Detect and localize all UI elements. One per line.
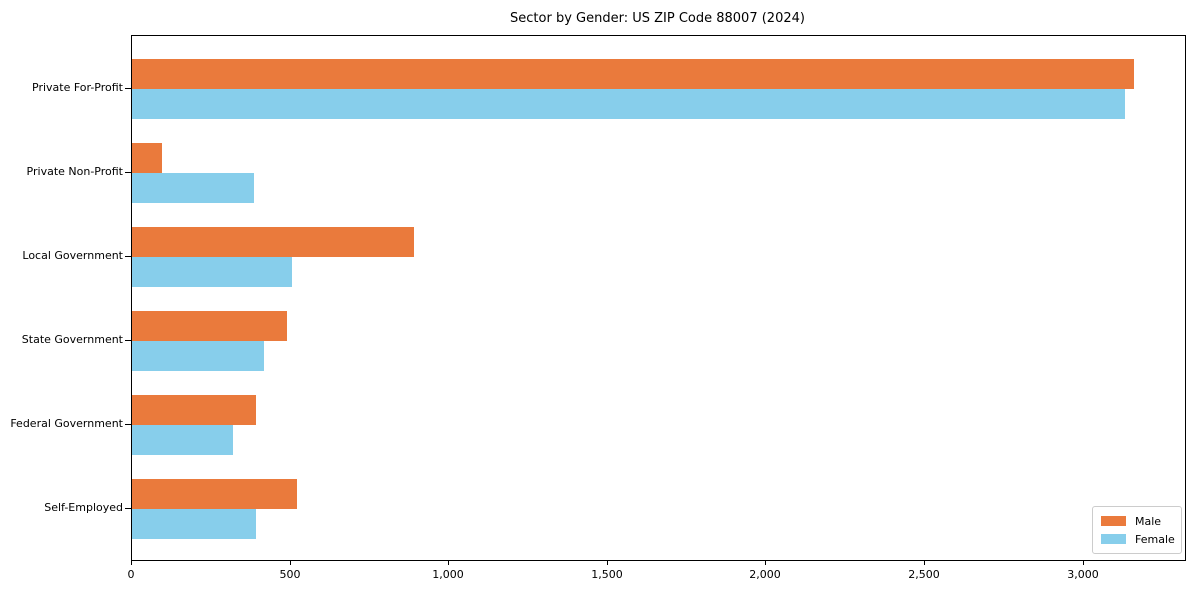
y-tick-mark — [125, 256, 131, 257]
x-axis-label-2,500: 2,500 — [908, 568, 940, 581]
y-axis-label-2: Private Non-Profit — [26, 165, 123, 178]
x-tick-mark — [131, 560, 132, 565]
bar-female-2 — [132, 173, 254, 203]
legend-label-female: Female — [1135, 532, 1175, 546]
legend-item-female: Female — [1101, 530, 1181, 548]
x-tick-mark — [765, 560, 766, 565]
y-tick-mark — [125, 172, 131, 173]
x-axis-label-1,500: 1,500 — [591, 568, 623, 581]
y-tick-mark — [125, 340, 131, 341]
y-tick-mark — [125, 88, 131, 89]
legend-swatch-male — [1101, 516, 1126, 526]
plot-area — [131, 35, 1186, 561]
chart-title: Sector by Gender: US ZIP Code 88007 (202… — [510, 11, 805, 26]
bar-male-2 — [132, 143, 162, 173]
bar-male-6 — [132, 479, 297, 509]
bar-male-1 — [132, 59, 1134, 89]
bar-male-5 — [132, 395, 256, 425]
x-tick-mark — [924, 560, 925, 565]
x-axis-label-500: 500 — [279, 568, 301, 581]
bar-female-4 — [132, 341, 264, 371]
y-axis-label-3: Local Government — [22, 249, 123, 262]
x-tick-mark — [448, 560, 449, 565]
y-axis-label-5: Federal Government — [10, 417, 123, 430]
y-axis-label-4: State Government — [21, 333, 123, 346]
bar-female-3 — [132, 257, 292, 287]
x-tick-mark — [290, 560, 291, 565]
x-axis-label-3,000: 3,000 — [1067, 568, 1099, 581]
y-tick-mark — [125, 424, 131, 425]
y-axis-label-6: Self-Employed — [44, 501, 123, 514]
legend-swatch-female — [1101, 534, 1126, 544]
bar-male-3 — [132, 227, 414, 257]
x-axis-label-1,000: 1,000 — [432, 568, 464, 581]
bar-female-5 — [132, 425, 233, 455]
legend: Male Female — [1092, 506, 1182, 554]
bar-female-6 — [132, 509, 256, 539]
x-tick-mark — [1083, 560, 1084, 565]
x-axis-label-0: 0 — [127, 568, 135, 581]
x-axis-label-2,000: 2,000 — [749, 568, 781, 581]
legend-label-male: Male — [1135, 514, 1162, 528]
x-tick-mark — [607, 560, 608, 565]
bar-female-1 — [132, 89, 1125, 119]
legend-item-male: Male — [1101, 512, 1181, 530]
bar-male-4 — [132, 311, 287, 341]
y-axis-label-1: Private For-Profit — [32, 81, 123, 94]
y-tick-mark — [125, 508, 131, 509]
